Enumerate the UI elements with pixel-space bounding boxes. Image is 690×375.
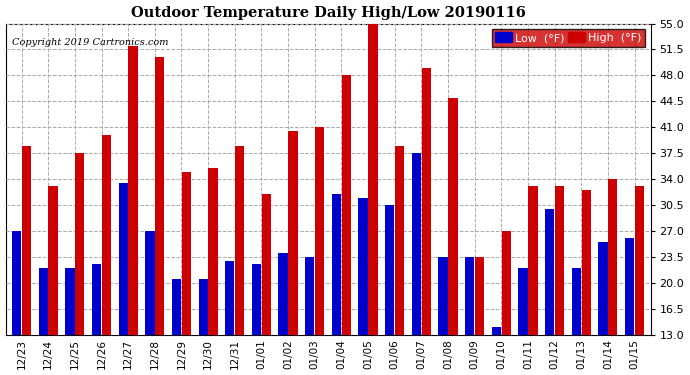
Bar xyxy=(571,268,581,334)
Bar xyxy=(342,75,351,334)
Bar xyxy=(199,279,208,334)
Bar xyxy=(635,186,644,334)
Bar xyxy=(412,153,421,334)
Bar xyxy=(625,238,634,334)
Bar xyxy=(475,257,484,334)
Bar xyxy=(39,268,48,334)
Bar xyxy=(92,264,101,334)
Bar xyxy=(155,57,164,334)
Bar xyxy=(262,194,271,334)
Bar xyxy=(422,68,431,335)
Bar xyxy=(22,146,31,334)
Bar xyxy=(208,168,218,334)
Bar xyxy=(66,268,75,334)
Bar xyxy=(448,98,457,334)
Bar xyxy=(368,16,377,334)
Bar xyxy=(235,146,244,334)
Bar xyxy=(128,46,138,334)
Bar xyxy=(395,146,404,334)
Title: Outdoor Temperature Daily High/Low 20190116: Outdoor Temperature Daily High/Low 20190… xyxy=(130,6,526,20)
Bar xyxy=(48,186,58,334)
Bar xyxy=(119,183,128,334)
Bar xyxy=(529,186,538,334)
Bar xyxy=(518,268,528,334)
Text: Copyright 2019 Cartronics.com: Copyright 2019 Cartronics.com xyxy=(12,38,168,47)
Bar xyxy=(101,135,111,334)
Bar xyxy=(181,172,191,334)
Bar xyxy=(608,179,618,334)
Bar xyxy=(75,153,84,334)
Bar xyxy=(385,205,395,334)
Bar xyxy=(288,131,297,334)
Bar xyxy=(252,264,261,334)
Legend: Low  (°F), High  (°F): Low (°F), High (°F) xyxy=(492,29,645,46)
Bar xyxy=(492,327,501,334)
Bar xyxy=(12,231,21,334)
Bar xyxy=(502,231,511,334)
Bar xyxy=(279,253,288,334)
Bar xyxy=(332,194,341,334)
Bar xyxy=(465,257,474,334)
Bar xyxy=(315,127,324,334)
Bar xyxy=(582,190,591,334)
Bar xyxy=(358,198,368,334)
Bar xyxy=(225,261,235,334)
Bar xyxy=(438,257,448,334)
Bar xyxy=(172,279,181,334)
Bar xyxy=(545,209,554,334)
Bar xyxy=(305,257,315,334)
Bar xyxy=(145,231,155,334)
Bar xyxy=(598,242,608,334)
Bar xyxy=(555,186,564,334)
